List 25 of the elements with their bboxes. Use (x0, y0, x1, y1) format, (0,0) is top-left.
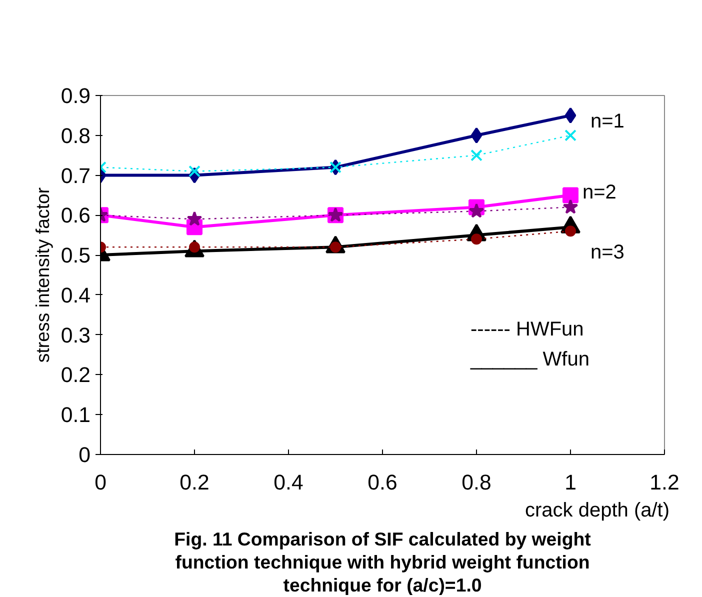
x-tick-label: 0.2 (180, 470, 210, 494)
x-tick-label: 0.8 (462, 470, 492, 494)
y-axis-title: stress intensity factor (32, 187, 53, 363)
y-tick-label: 0.4 (60, 283, 91, 308)
y-tick-label: 0.7 (60, 164, 91, 188)
text: Fig. 11 Comparison of SIF calculated by weight function technique with hybrid weight function technique for (a/c)=1.0 (174, 528, 591, 596)
x-tick-label: 0 (94, 470, 107, 494)
annotation: ______ Wfun (470, 348, 590, 370)
annotation: n=3 (590, 242, 624, 264)
y-tick-label: 0 (78, 443, 91, 467)
y-tick-label: 0.1 (60, 403, 91, 428)
annotation: n=2 (582, 182, 616, 204)
y-tick-label: 0.5 (60, 244, 91, 268)
y-tick-label: 0.9 (60, 84, 91, 108)
annotation: n=1 (590, 110, 624, 132)
annotation: ------ HWFun (470, 318, 584, 340)
x-tick-label: 1 (564, 470, 576, 494)
x-tick-label: 0.6 (368, 470, 398, 494)
x-tick-label: 0.4 (274, 470, 304, 494)
x-axis-title: crack depth (a/t) (525, 500, 670, 522)
y-tick-label: 0.6 (60, 204, 91, 228)
y-tick-label: 0.3 (60, 323, 91, 348)
y-tick-label: 0.8 (60, 124, 91, 148)
x-tick-label: 1.2 (650, 470, 680, 494)
y-tick-label: 0.2 (60, 363, 91, 388)
